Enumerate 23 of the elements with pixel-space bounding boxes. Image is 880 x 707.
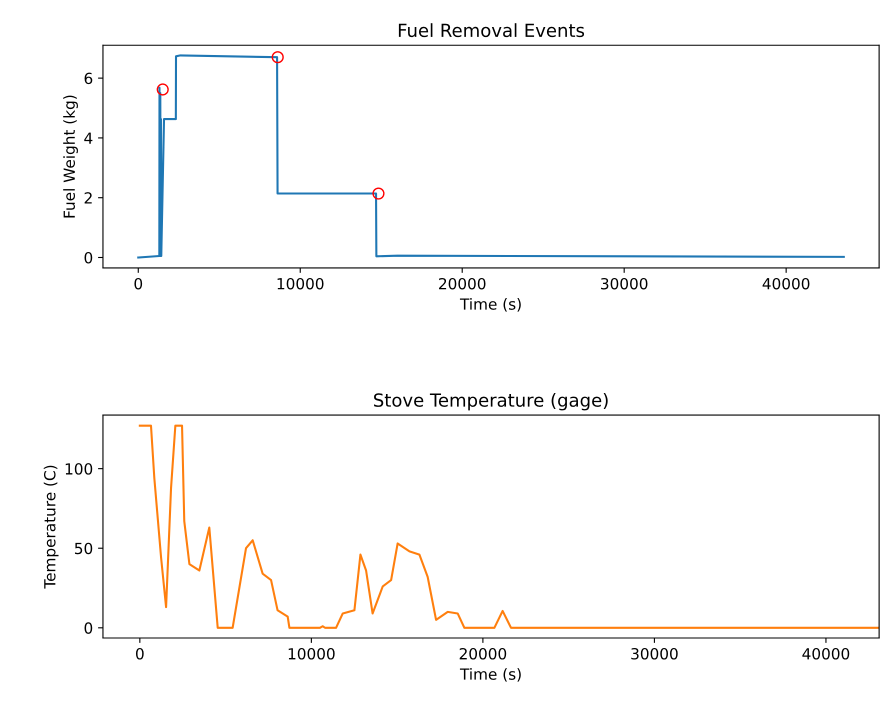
x-tick-label: 20000 — [460, 648, 506, 660]
y-tick-label: 0 — [84, 622, 92, 634]
x-axis-title: Time (s) — [460, 298, 521, 312]
x-tick-label: 40000 — [762, 278, 810, 290]
y-tick-label: 50 — [74, 542, 92, 554]
x-tick-label: 40000 — [802, 648, 850, 660]
chart-title: Stove Temperature (gage) — [374, 392, 608, 410]
y-tick-label: 0 — [84, 252, 92, 264]
x-axis-title: Time (s) — [460, 668, 521, 682]
x-tick-label: 0 — [134, 278, 142, 290]
y-tick-label: 4 — [84, 132, 92, 144]
x-tick-label: 10000 — [278, 278, 324, 290]
y-tick-label: 100 — [66, 463, 92, 475]
x-tick-label: 10000 — [288, 648, 335, 660]
y-tick-label: 2 — [84, 192, 92, 204]
x-tick-label: 30000 — [601, 278, 648, 290]
x-tick-label: 0 — [136, 648, 144, 660]
y-axis-title: Temperature (C) — [44, 466, 59, 589]
y-tick-label: 6 — [84, 72, 92, 84]
chart-title: Fuel Removal Events — [398, 23, 584, 38]
x-tick-label: 30000 — [631, 648, 678, 660]
y-axis-title: Fuel Weight (kg) — [63, 96, 78, 218]
x-tick-label: 20000 — [439, 278, 486, 290]
